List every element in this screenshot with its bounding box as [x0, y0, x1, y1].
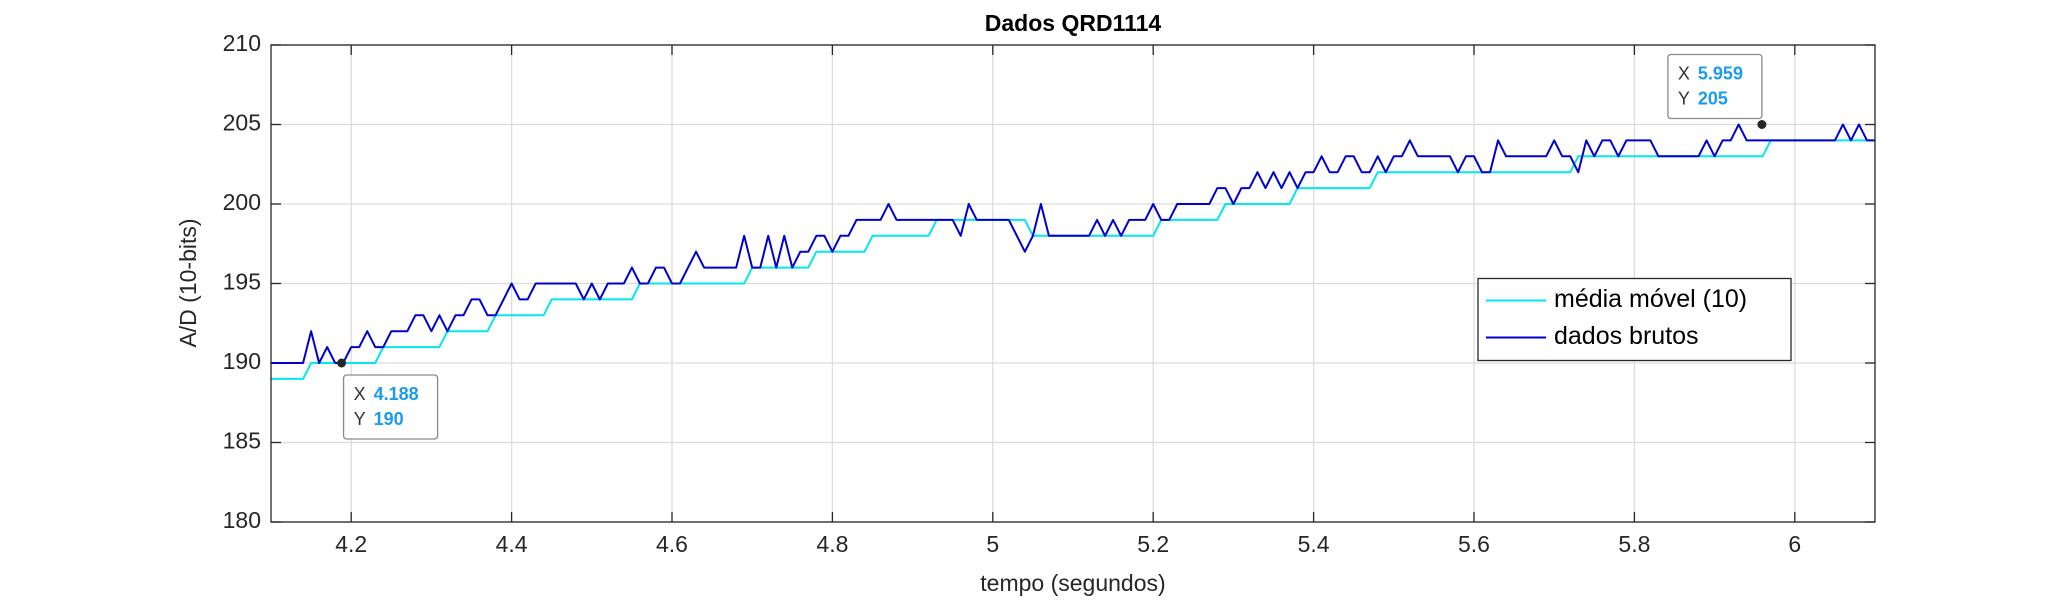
data-tip: X 5.959 Y 205 — [1667, 53, 1767, 129]
data-tip-y-value: 190 — [374, 409, 404, 429]
legend-label: média móvel (10) — [1554, 285, 1747, 313]
legend: média móvel (10) dados brutos — [1477, 277, 1792, 362]
y-tick-label: 200 — [223, 189, 261, 215]
data-tip-x-value: 5.959 — [1698, 63, 1743, 83]
x-tick-label: 5.2 — [1137, 531, 1169, 557]
data-tip-box — [1667, 53, 1763, 120]
y-axis-label: A/D (10-bits) — [175, 218, 201, 347]
legend-label: dados brutos — [1554, 322, 1699, 350]
x-tick-label: 5.8 — [1618, 531, 1650, 557]
data-tip-x-label: X — [1678, 63, 1690, 83]
x-tick-label: 4.6 — [656, 531, 688, 557]
x-axis-label: tempo (segundos) — [980, 570, 1165, 596]
data-tip-x-label: X — [354, 384, 366, 404]
y-tick-label: 205 — [223, 110, 261, 136]
data-tip: X 4.188 Y 190 — [337, 358, 439, 440]
data-tip-y-label: Y — [1678, 88, 1690, 108]
axes-box — [270, 44, 1876, 523]
data-tip-box — [342, 374, 439, 440]
x-tick-label: 5 — [986, 531, 999, 557]
x-tick-label: 5.4 — [1298, 531, 1330, 557]
data-tip-marker — [337, 358, 347, 368]
x-tick-label: 4.8 — [816, 531, 848, 557]
x-tick-label: 5.6 — [1458, 531, 1490, 557]
y-tick-label: 195 — [223, 269, 261, 295]
y-tick-label: 210 — [223, 30, 261, 56]
legend-box — [1477, 277, 1792, 362]
x-tick-label: 6 — [1788, 531, 1801, 557]
data-tip-x-value: 4.188 — [374, 384, 419, 404]
y-tick-label: 190 — [223, 348, 261, 374]
data-tip-y-value: 205 — [1698, 88, 1728, 108]
chart-title: Dados QRD1114 — [985, 10, 1162, 36]
data-tip-y-label: Y — [354, 409, 366, 429]
x-tick-label: 4.2 — [335, 531, 367, 557]
x-tick-label: 4.4 — [496, 531, 528, 557]
y-tick-label: 185 — [223, 428, 261, 454]
series-line — [271, 123, 1875, 364]
y-tick-label: 180 — [223, 507, 261, 533]
data-tip-marker — [1757, 120, 1767, 129]
